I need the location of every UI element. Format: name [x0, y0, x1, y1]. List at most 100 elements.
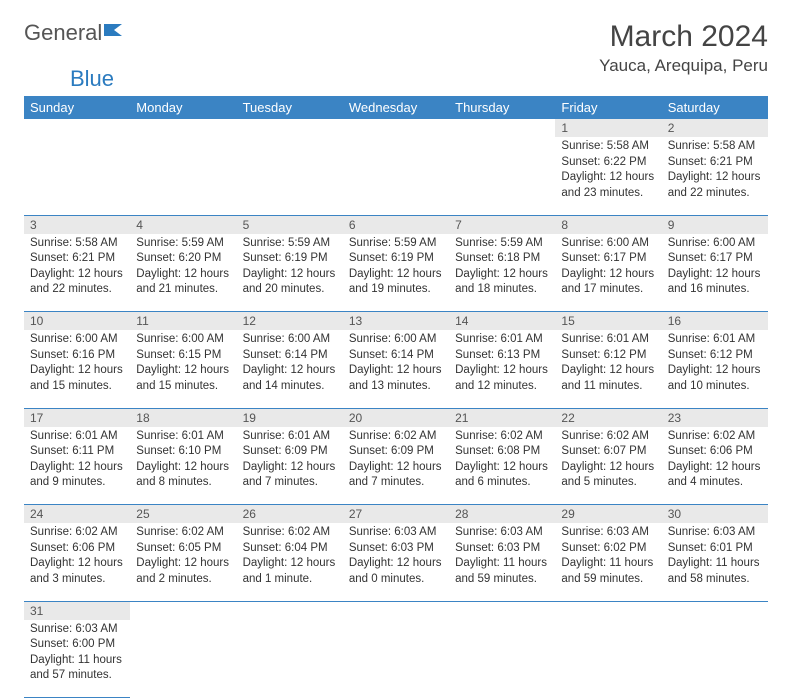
day-number-row: 17181920212223 [24, 408, 768, 427]
day-detail-line: Sunrise: 5:58 AM [668, 139, 762, 155]
day-detail-line: Sunrise: 5:59 AM [136, 236, 230, 252]
day-detail-line: Sunrise: 6:02 AM [561, 429, 655, 445]
weekday-header: Saturday [662, 96, 768, 119]
day-detail-line: Daylight: 11 hours [455, 556, 549, 572]
day-detail-line: Sunrise: 6:01 AM [668, 332, 762, 348]
day-detail-cell [555, 620, 661, 698]
day-number-cell: 7 [449, 215, 555, 234]
day-detail-line: and 15 minutes. [30, 379, 124, 395]
day-detail-line: Sunset: 6:15 PM [136, 348, 230, 364]
day-detail-line: Sunset: 6:03 PM [455, 541, 549, 557]
day-number-cell [237, 601, 343, 620]
day-detail-line: Sunset: 6:19 PM [243, 251, 337, 267]
day-detail-line: and 2 minutes. [136, 572, 230, 588]
day-detail-cell [449, 137, 555, 215]
day-detail-line: Daylight: 12 hours [136, 267, 230, 283]
day-detail-line: Daylight: 12 hours [349, 556, 443, 572]
day-detail-cell [130, 137, 236, 215]
day-detail-line: Sunrise: 6:01 AM [243, 429, 337, 445]
day-detail-line: Daylight: 12 hours [136, 363, 230, 379]
day-detail-line: Sunset: 6:17 PM [668, 251, 762, 267]
day-detail-line: and 15 minutes. [136, 379, 230, 395]
day-detail-cell: Sunrise: 6:00 AMSunset: 6:14 PMDaylight:… [343, 330, 449, 408]
day-detail-line: Sunset: 6:12 PM [561, 348, 655, 364]
day-detail-line: and 19 minutes. [349, 282, 443, 298]
day-detail-line: Sunset: 6:11 PM [30, 444, 124, 460]
day-detail-line: Sunrise: 5:58 AM [561, 139, 655, 155]
day-detail-line: Sunrise: 5:58 AM [30, 236, 124, 252]
day-detail-line: Daylight: 12 hours [561, 460, 655, 476]
day-number-cell: 4 [130, 215, 236, 234]
day-detail-line: Sunset: 6:19 PM [349, 251, 443, 267]
day-detail-row: Sunrise: 5:58 AMSunset: 6:21 PMDaylight:… [24, 234, 768, 312]
day-detail-cell: Sunrise: 6:00 AMSunset: 6:14 PMDaylight:… [237, 330, 343, 408]
day-detail-line: Sunrise: 6:01 AM [136, 429, 230, 445]
day-detail-line: Sunrise: 6:03 AM [30, 622, 124, 638]
day-number-row: 3456789 [24, 215, 768, 234]
day-detail-line: and 23 minutes. [561, 186, 655, 202]
day-detail-line: Sunset: 6:03 PM [349, 541, 443, 557]
day-detail-cell: Sunrise: 6:02 AMSunset: 6:06 PMDaylight:… [662, 427, 768, 505]
day-detail-line: Daylight: 11 hours [561, 556, 655, 572]
day-detail-line: Sunrise: 6:03 AM [455, 525, 549, 541]
day-number-cell [24, 119, 130, 137]
day-detail-line: and 59 minutes. [561, 572, 655, 588]
day-detail-line: and 7 minutes. [243, 475, 337, 491]
day-detail-cell: Sunrise: 6:01 AMSunset: 6:11 PMDaylight:… [24, 427, 130, 505]
day-detail-line: Sunrise: 6:02 AM [30, 525, 124, 541]
day-detail-line: and 18 minutes. [455, 282, 549, 298]
day-number-cell [343, 601, 449, 620]
day-detail-cell: Sunrise: 6:02 AMSunset: 6:09 PMDaylight:… [343, 427, 449, 505]
day-number-cell [237, 119, 343, 137]
day-number-cell: 25 [130, 505, 236, 524]
day-detail-line: and 3 minutes. [30, 572, 124, 588]
weekday-header-row: SundayMondayTuesdayWednesdayThursdayFrid… [24, 96, 768, 119]
day-number-cell: 16 [662, 312, 768, 331]
day-number-cell [449, 119, 555, 137]
day-number-cell: 24 [24, 505, 130, 524]
day-number-cell: 12 [237, 312, 343, 331]
day-detail-line: and 4 minutes. [668, 475, 762, 491]
day-detail-line: Sunset: 6:04 PM [243, 541, 337, 557]
day-detail-line: Daylight: 12 hours [668, 170, 762, 186]
day-number-cell: 27 [343, 505, 449, 524]
day-detail-line: and 58 minutes. [668, 572, 762, 588]
day-number-cell: 17 [24, 408, 130, 427]
day-detail-line: Sunrise: 5:59 AM [455, 236, 549, 252]
day-number-cell: 11 [130, 312, 236, 331]
day-detail-cell [662, 620, 768, 698]
day-detail-line: Sunset: 6:05 PM [136, 541, 230, 557]
day-detail-line: Sunrise: 6:01 AM [455, 332, 549, 348]
day-detail-cell: Sunrise: 6:00 AMSunset: 6:15 PMDaylight:… [130, 330, 236, 408]
day-detail-line: Daylight: 12 hours [455, 460, 549, 476]
day-detail-line: Sunrise: 6:02 AM [349, 429, 443, 445]
day-detail-line: and 20 minutes. [243, 282, 337, 298]
day-detail-line: Sunset: 6:00 PM [30, 637, 124, 653]
day-number-cell [343, 119, 449, 137]
day-number-cell: 10 [24, 312, 130, 331]
day-number-cell: 23 [662, 408, 768, 427]
day-detail-line: and 1 minute. [243, 572, 337, 588]
day-detail-line: Sunset: 6:18 PM [455, 251, 549, 267]
day-detail-line: Daylight: 12 hours [561, 267, 655, 283]
day-number-cell [449, 601, 555, 620]
day-detail-line: and 57 minutes. [30, 668, 124, 684]
day-detail-line: and 22 minutes. [668, 186, 762, 202]
day-detail-line: Daylight: 12 hours [243, 363, 337, 379]
day-detail-line: Sunrise: 6:01 AM [30, 429, 124, 445]
day-detail-line: Sunrise: 5:59 AM [243, 236, 337, 252]
weekday-header: Friday [555, 96, 661, 119]
weekday-header: Sunday [24, 96, 130, 119]
day-detail-line: Sunrise: 6:00 AM [30, 332, 124, 348]
day-number-row: 10111213141516 [24, 312, 768, 331]
day-number-cell: 8 [555, 215, 661, 234]
logo: General [24, 20, 130, 46]
day-detail-line: Daylight: 12 hours [668, 460, 762, 476]
day-detail-cell [343, 137, 449, 215]
calendar-table: SundayMondayTuesdayWednesdayThursdayFrid… [24, 96, 768, 698]
day-number-cell: 2 [662, 119, 768, 137]
day-number-cell: 20 [343, 408, 449, 427]
day-number-cell: 26 [237, 505, 343, 524]
day-number-row: 31 [24, 601, 768, 620]
day-detail-line: Sunrise: 5:59 AM [349, 236, 443, 252]
